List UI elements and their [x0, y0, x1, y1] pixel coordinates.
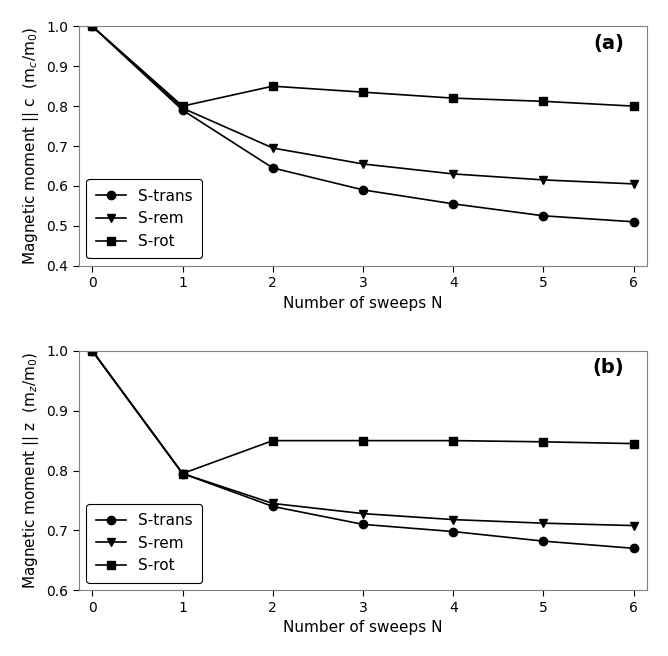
S-rem	[540, 520, 548, 527]
S-trans	[269, 502, 277, 510]
S-trans	[540, 212, 548, 220]
S-trans	[88, 347, 96, 355]
S-rem	[449, 170, 457, 178]
S-rem	[359, 510, 367, 518]
S-rot	[359, 88, 367, 96]
Y-axis label: Magnetic moment || c  (m$_c$/m$_0$): Magnetic moment || c (m$_c$/m$_0$)	[21, 27, 41, 265]
S-rem	[630, 180, 638, 188]
S-trans	[359, 186, 367, 194]
Legend: S-trans, S-rem, S-rot: S-trans, S-rem, S-rot	[86, 504, 202, 583]
S-rot	[540, 97, 548, 105]
S-rem	[449, 516, 457, 523]
S-trans	[178, 470, 186, 478]
Line: S-rem: S-rem	[88, 22, 638, 188]
Text: (b): (b)	[593, 358, 625, 377]
S-trans	[449, 527, 457, 535]
S-rot	[88, 22, 96, 30]
S-rem	[88, 347, 96, 355]
S-rot	[178, 102, 186, 110]
S-rot	[449, 94, 457, 102]
S-trans	[359, 520, 367, 528]
S-trans	[178, 106, 186, 114]
S-rot	[449, 437, 457, 445]
S-rem	[178, 470, 186, 478]
Text: (a): (a)	[594, 33, 625, 52]
S-rot	[359, 437, 367, 445]
S-trans	[630, 218, 638, 226]
S-rot	[88, 347, 96, 355]
Line: S-trans: S-trans	[88, 346, 638, 552]
S-trans	[630, 544, 638, 552]
S-rot	[630, 102, 638, 110]
S-rem	[178, 104, 186, 112]
S-rem	[269, 499, 277, 507]
Line: S-trans: S-trans	[88, 22, 638, 226]
X-axis label: Number of sweeps N: Number of sweeps N	[283, 620, 443, 635]
S-rem	[359, 160, 367, 168]
S-rot	[630, 440, 638, 447]
Line: S-rot: S-rot	[88, 346, 638, 478]
Line: S-rot: S-rot	[88, 22, 638, 110]
S-rot	[269, 437, 277, 445]
S-trans	[540, 537, 548, 545]
S-trans	[269, 164, 277, 172]
Y-axis label: Magnetic moment || z  (m$_z$/m$_0$): Magnetic moment || z (m$_z$/m$_0$)	[21, 352, 41, 589]
X-axis label: Number of sweeps N: Number of sweeps N	[283, 296, 443, 311]
S-rem	[630, 522, 638, 529]
S-rem	[88, 22, 96, 30]
S-rem	[269, 144, 277, 152]
S-rot	[178, 470, 186, 478]
Line: S-rem: S-rem	[88, 346, 638, 530]
S-rot	[540, 438, 548, 445]
Legend: S-trans, S-rem, S-rot: S-trans, S-rem, S-rot	[86, 180, 202, 258]
S-trans	[449, 200, 457, 208]
S-rot	[269, 82, 277, 90]
S-trans	[88, 22, 96, 30]
S-rem	[540, 176, 548, 184]
